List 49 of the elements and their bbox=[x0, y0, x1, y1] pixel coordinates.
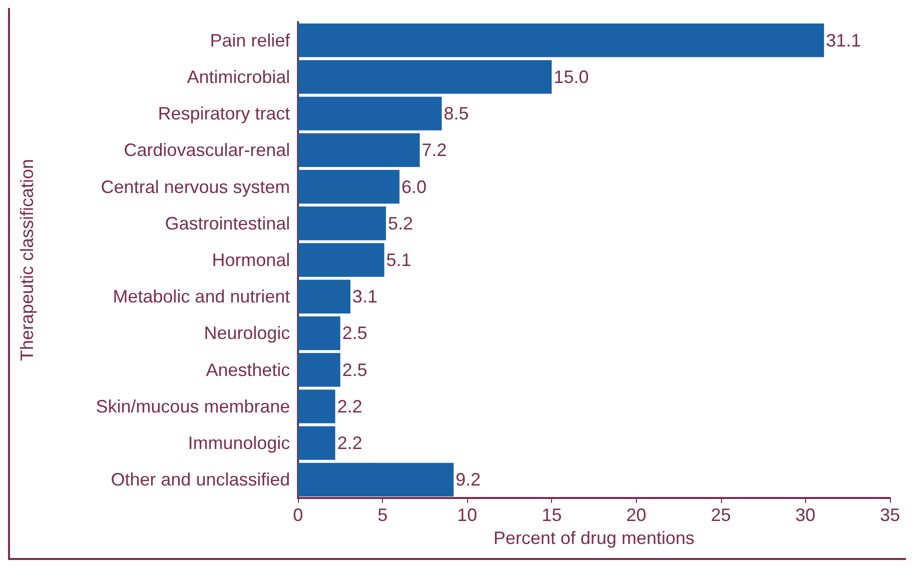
y-tick-label: Other and unclassified bbox=[110, 470, 290, 490]
y-tick-label: Gastrointestinal bbox=[164, 213, 290, 234]
data-label: 31.1 bbox=[826, 30, 862, 50]
data-label: 15.0 bbox=[554, 66, 589, 87]
y-axis-title: Therapeutic classification bbox=[17, 158, 37, 362]
bar bbox=[298, 280, 350, 314]
data-label: 3.1 bbox=[352, 286, 378, 307]
y-tick-label: Immunologic bbox=[188, 433, 290, 454]
bar bbox=[298, 96, 442, 130]
y-tick-label: Hormonal bbox=[212, 250, 290, 270]
bar bbox=[298, 390, 336, 424]
bar bbox=[298, 170, 400, 204]
x-tick-label: 5 bbox=[378, 505, 388, 525]
y-tick-label: Pain relief bbox=[210, 30, 291, 50]
bar bbox=[298, 426, 336, 460]
y-tick-label: Antimicrobial bbox=[186, 66, 290, 87]
data-label: 5.1 bbox=[386, 250, 412, 270]
x-tick-label: 20 bbox=[626, 505, 646, 525]
y-tick-label: Metabolic and nutrient bbox=[112, 286, 290, 307]
bar bbox=[298, 353, 340, 387]
bar bbox=[298, 23, 824, 58]
y-tick-label: Skin/mucous membrane bbox=[96, 396, 290, 416]
data-label: 6.0 bbox=[401, 176, 427, 197]
y-tick-label: Neurologic bbox=[204, 323, 290, 344]
y-tick-label: Central nervous system bbox=[100, 176, 290, 197]
data-label: 5.2 bbox=[388, 213, 413, 234]
data-label: 8.5 bbox=[444, 104, 469, 124]
data-label: 9.2 bbox=[456, 470, 481, 490]
x-tick-label: 10 bbox=[457, 505, 478, 525]
bar bbox=[298, 243, 384, 277]
bar bbox=[298, 206, 386, 240]
bar bbox=[298, 462, 454, 497]
bar bbox=[298, 60, 552, 94]
data-label: 2.2 bbox=[337, 396, 362, 416]
x-tick-label: 35 bbox=[880, 505, 900, 525]
y-tick-label: Anesthetic bbox=[206, 360, 290, 380]
data-label: 2.5 bbox=[342, 323, 368, 344]
bar bbox=[298, 316, 340, 350]
y-tick-label: Cardiovascular-renal bbox=[124, 140, 290, 160]
x-tick-label: 0 bbox=[292, 505, 304, 525]
bar bbox=[298, 133, 420, 167]
data-label: 7.2 bbox=[422, 140, 447, 160]
data-label: 2.2 bbox=[337, 433, 362, 454]
y-tick-label: Respiratory tract bbox=[158, 104, 290, 124]
x-axis-title: Percent of drug mentions bbox=[493, 528, 695, 548]
x-tick-label: 15 bbox=[542, 505, 562, 525]
x-tick-label: 30 bbox=[795, 505, 816, 525]
x-tick-label: 25 bbox=[710, 505, 731, 525]
data-label: 2.5 bbox=[342, 360, 368, 380]
